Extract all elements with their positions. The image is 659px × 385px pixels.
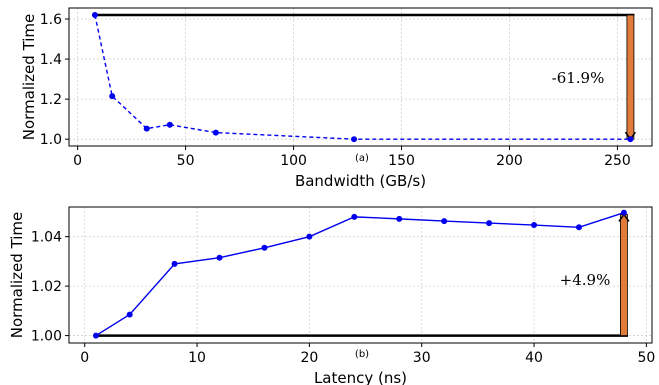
x-ticks-bandwidth: 0 50 100 150 200 250 — [73, 146, 631, 169]
data-point — [92, 332, 99, 339]
y-tick-label: 1.04 — [31, 230, 62, 246]
x-tick-label: 30 — [413, 350, 431, 366]
data-point — [531, 222, 538, 229]
data-point — [261, 244, 268, 251]
annotation-label-bandwidth: -61.9% — [552, 69, 605, 87]
reference-guides-latency — [95, 213, 630, 337]
plot-frame-bandwidth — [68, 7, 653, 147]
y-tick-label: 1.6 — [40, 12, 62, 28]
x-tick-label: 0 — [80, 350, 89, 366]
plot-frame-latency — [68, 206, 653, 344]
panel-bandwidth: 0 50 100 150 200 250 1.0 1.2 1.4 1.6 Bandwidth (… — [20, 7, 653, 190]
x-tick-label: 100 — [280, 153, 307, 169]
data-point — [126, 311, 133, 318]
data-point — [575, 224, 582, 231]
y-tick-label: 1.00 — [31, 329, 62, 345]
data-point — [216, 254, 223, 261]
data-point — [171, 260, 178, 267]
data-point — [109, 93, 116, 100]
y-tick-label: 1.02 — [31, 279, 62, 295]
change-bar — [626, 14, 635, 140]
change-bar — [620, 214, 628, 336]
x-ticks-latency: 0 10 20 30 40 50 — [80, 343, 655, 366]
data-point — [143, 125, 150, 132]
series-line — [95, 212, 625, 337]
data-point — [351, 213, 358, 220]
x-tick-label: 20 — [300, 350, 318, 366]
data-point — [351, 136, 358, 143]
x-axis-label-bandwidth: Bandwidth (GB/s) — [295, 172, 426, 190]
series-bandwidth — [91, 12, 634, 143]
x-tick-label: 10 — [188, 350, 206, 366]
series-latency — [92, 209, 627, 339]
data-point — [91, 12, 98, 19]
x-tick-label: 40 — [525, 350, 543, 366]
y-axis-label-bandwidth: Normalized Time — [20, 14, 38, 141]
x-tick-label: 150 — [388, 153, 415, 169]
data-point — [486, 220, 493, 227]
data-point — [166, 121, 173, 128]
data-point — [306, 233, 313, 240]
series-line — [94, 14, 631, 140]
x-tick-label: 0 — [73, 153, 82, 169]
subplot-label-a: (a) — [355, 153, 369, 164]
data-point — [212, 129, 219, 136]
y-axis-label-latency: Normalized Time — [8, 212, 26, 339]
y-tick-label: 1.2 — [40, 92, 62, 108]
y-tick-label: 1.0 — [40, 132, 62, 148]
x-tick-label: 50 — [637, 350, 655, 366]
x-tick-label: 50 — [177, 153, 195, 169]
data-point — [620, 209, 627, 216]
subplot-label-b: (b) — [355, 349, 369, 360]
y-ticks-bandwidth: 1.0 1.2 1.4 1.6 — [40, 12, 69, 148]
data-point — [396, 215, 403, 222]
x-tick-label: 200 — [496, 153, 523, 169]
y-ticks-latency: 1.00 1.02 1.04 — [31, 230, 69, 345]
data-point — [441, 218, 448, 225]
x-tick-label: 250 — [604, 153, 631, 169]
panel-latency: 0 10 20 30 40 50 1.00 1.02 1.04 Latency (ns) No… — [8, 206, 655, 385]
annotation-label-latency: +4.9% — [560, 271, 611, 289]
y-tick-label: 1.4 — [40, 52, 62, 68]
x-axis-label-latency: Latency (ns) — [314, 369, 407, 385]
data-point — [627, 136, 634, 143]
